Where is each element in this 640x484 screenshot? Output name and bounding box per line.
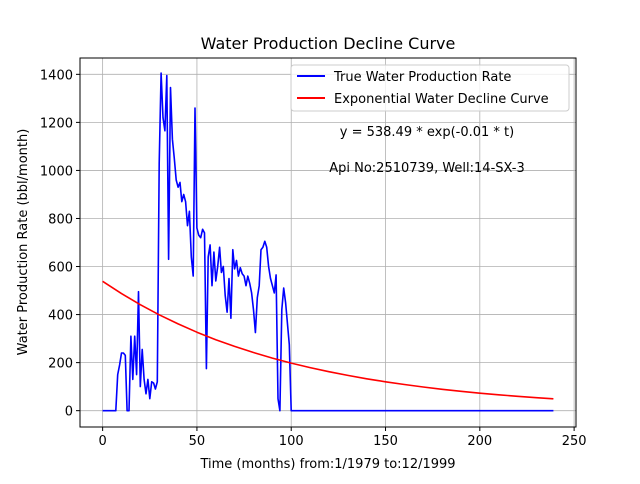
plot-frame [79, 57, 577, 428]
x-tick-label: 200 [467, 434, 492, 449]
legend-box [290, 64, 570, 112]
y-tick-label: 1200 [40, 116, 73, 131]
equation-annotation: y = 538.49 * exp(-0.01 * t) [340, 125, 514, 140]
x-tick-label: 100 [279, 434, 304, 449]
true-water-production-line [102, 72, 554, 412]
axis-ticks: 0 50 100 150 200 250 0 200 400 600 800 1000 1200 1400 [40, 68, 587, 449]
y-tick-label: 1400 [40, 68, 73, 83]
well-annotation: Api No:2510739, Well:14-SX-3 [329, 161, 525, 176]
x-tick-label: 50 [189, 434, 206, 449]
y-tick-label: 400 [48, 309, 73, 324]
series-layer [102, 72, 554, 412]
legend-label-exponential-decline: Exponential Water Decline Curve [334, 92, 549, 107]
y-axis-title: Water Production Rate (bbl/month) [16, 129, 31, 356]
x-tick-label: 250 [562, 434, 587, 449]
y-tick-label: 0 [65, 405, 73, 420]
x-tick-label: 150 [373, 434, 398, 449]
legend-label-true-water: True Water Production Rate [333, 70, 511, 85]
y-tick-label: 1000 [40, 164, 73, 179]
chart-title: Water Production Decline Curve [201, 34, 456, 53]
exponential-decline-curve-line [102, 280, 554, 400]
legend: True Water Production Rate Exponential W… [290, 64, 570, 112]
y-tick-label: 800 [48, 212, 73, 227]
x-tick-label: 0 [98, 434, 106, 449]
y-tick-label: 200 [48, 357, 73, 372]
x-axis-title: Time (months) from:1/1979 to:12/1999 [199, 457, 455, 472]
y-tick-label: 600 [48, 261, 73, 276]
